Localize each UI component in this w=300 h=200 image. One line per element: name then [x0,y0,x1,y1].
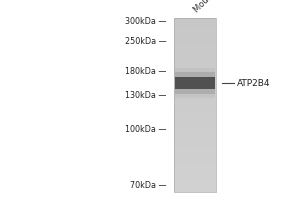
Bar [174,48,216,51]
Bar [174,120,216,122]
Bar [174,162,216,164]
Bar [174,81,216,83]
Bar [174,96,216,98]
Bar [174,188,216,190]
Bar [174,64,216,66]
Bar [174,29,216,31]
Text: 70kDa —: 70kDa — [130,182,167,190]
Bar [174,20,216,22]
Bar [174,175,216,177]
Bar [174,112,216,114]
Bar [174,133,216,135]
Bar [174,131,216,133]
Bar [174,22,216,25]
Bar [174,92,216,94]
Bar [175,72,215,94]
Bar [174,72,216,75]
Text: 130kDa —: 130kDa — [125,92,166,100]
Bar [174,168,216,170]
Bar [174,59,216,61]
Bar [174,46,216,48]
Text: 300kDa —: 300kDa — [125,18,166,26]
Bar [174,42,216,44]
Bar [174,83,216,85]
Text: ATP2B4: ATP2B4 [237,78,271,88]
Bar [174,35,216,38]
Bar [174,105,216,107]
Bar [174,18,216,20]
Bar [174,177,216,179]
Bar [174,61,216,64]
Bar [174,27,216,29]
Bar [174,116,216,118]
Bar [174,140,216,142]
Bar [174,57,216,59]
Bar [174,75,216,77]
Bar [175,77,215,88]
Bar [174,181,216,183]
Bar [174,166,216,168]
Bar [174,77,216,79]
Bar [174,122,216,125]
Bar [174,155,216,157]
Bar [174,157,216,159]
Bar [174,172,216,175]
Bar [174,164,216,166]
Bar [174,85,216,88]
Bar [174,66,216,68]
Bar [174,98,216,101]
Bar [174,170,216,172]
Bar [174,33,216,35]
Bar [174,179,216,181]
Bar [174,142,216,144]
Bar [174,159,216,162]
Bar [174,151,216,153]
Bar [174,68,216,70]
Bar [174,146,216,148]
Bar [174,53,216,55]
Bar [174,94,216,96]
Bar [174,25,216,27]
Bar [174,190,216,192]
Bar [175,68,215,98]
Bar [174,40,216,42]
Bar [174,185,216,188]
Bar [174,103,216,105]
Bar [174,79,216,81]
Bar [174,153,216,155]
Bar [174,109,216,112]
Bar [174,88,216,90]
Bar [174,44,216,46]
Bar [174,118,216,120]
Bar [174,70,216,72]
Text: 180kDa —: 180kDa — [125,68,166,76]
Bar [174,144,216,146]
Bar [174,129,216,131]
Bar [174,18,216,192]
Bar [174,114,216,116]
Bar [174,148,216,151]
Bar [174,135,216,138]
Bar [174,31,216,33]
Text: 100kDa —: 100kDa — [125,126,166,134]
Bar [174,138,216,140]
Bar [174,38,216,40]
Bar [174,101,216,103]
Bar [174,51,216,53]
Bar [174,183,216,185]
Text: Mouse brain: Mouse brain [192,0,235,14]
Bar [174,127,216,129]
Text: 250kDa —: 250kDa — [125,38,166,46]
Bar [174,90,216,92]
Bar [174,125,216,127]
Bar [174,55,216,57]
Bar [174,107,216,109]
